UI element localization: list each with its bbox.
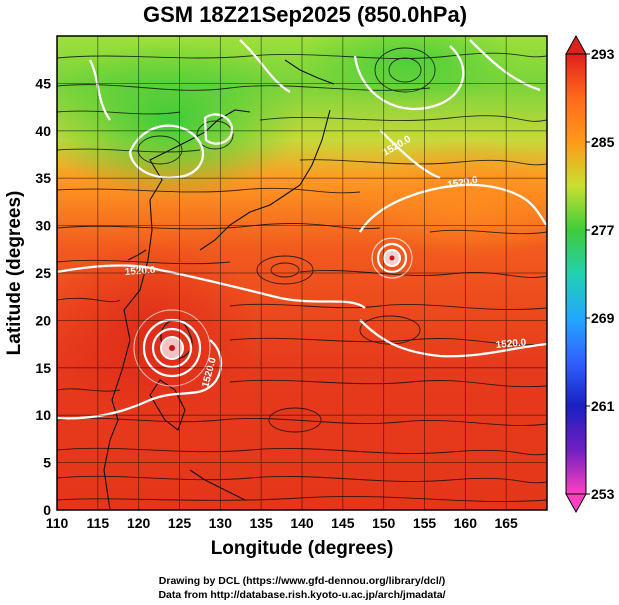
map-title: GSM 18Z21Sep2025 (850.0hPa) bbox=[143, 2, 467, 27]
y-tick-label: 40 bbox=[35, 123, 51, 139]
colorbar-tick-label: 253 bbox=[591, 486, 615, 502]
y-tick-label: 15 bbox=[35, 360, 51, 376]
contour-label: 1520.0 bbox=[447, 175, 479, 191]
x-axis-ticks: 110 115 120 125 130 135 140 145 150 155 160 165 bbox=[46, 515, 518, 531]
colorbar-tick-label: 261 bbox=[591, 398, 615, 414]
credit-drawing: Drawing by DCL (https://www.gfd-dennou.o… bbox=[159, 575, 445, 587]
cool-region-north bbox=[57, 40, 300, 200]
x-tick-label: 115 bbox=[87, 515, 110, 531]
warm-band bbox=[360, 140, 547, 260]
colorbar: 293 285 277 269 261 253 bbox=[565, 34, 615, 514]
y-tick-label: 30 bbox=[35, 218, 51, 234]
colorbar-tick-label: 269 bbox=[591, 310, 615, 326]
y-tick-label: 25 bbox=[35, 265, 51, 281]
contour-label: 1520.0 bbox=[495, 337, 527, 351]
y-axis-label: Latitude (degrees) bbox=[4, 191, 25, 356]
plot-area: 1520.0 1520.0 1520.0 1520.0 1520.0 bbox=[57, 36, 547, 510]
x-tick-label: 155 bbox=[413, 515, 437, 531]
grid-lines bbox=[57, 36, 547, 510]
colorbar-tick-label: 293 bbox=[591, 46, 615, 62]
y-axis-ticks: 0 5 10 15 20 25 30 35 40 45 bbox=[35, 75, 51, 518]
plot-frame bbox=[56, 35, 548, 511]
x-tick-label: 120 bbox=[127, 515, 151, 531]
y-tick-label: 20 bbox=[35, 312, 51, 328]
y-tick-label: 35 bbox=[35, 170, 51, 186]
colorbar-ticks: 293 285 277 269 261 253 bbox=[586, 46, 615, 502]
colorbar-tick-label: 285 bbox=[591, 134, 615, 150]
x-tick-label: 135 bbox=[249, 515, 273, 531]
x-tick-label: 165 bbox=[494, 515, 518, 531]
y-tick-label: 45 bbox=[35, 75, 51, 91]
height-contours bbox=[57, 39, 547, 420]
x-axis-label: Longitude (degrees) bbox=[211, 538, 394, 559]
x-tick-label: 130 bbox=[209, 515, 233, 531]
colorbar-tick-label: 277 bbox=[591, 222, 615, 238]
warm-core-west bbox=[57, 240, 260, 420]
x-tick-label: 150 bbox=[372, 515, 396, 531]
coastlines bbox=[103, 59, 335, 510]
x-tick-label: 125 bbox=[168, 515, 192, 531]
y-tick-label: 10 bbox=[35, 407, 51, 423]
credit-data: Data from http://database.rish.kyoto-u.a… bbox=[158, 589, 445, 601]
cyclone-east bbox=[371, 237, 413, 279]
y-tick-label: 0 bbox=[43, 502, 51, 518]
x-tick-label: 160 bbox=[454, 515, 478, 531]
x-tick-label: 110 bbox=[46, 515, 69, 531]
x-tick-label: 145 bbox=[331, 515, 355, 531]
contour-label: 1520.0 bbox=[124, 265, 156, 278]
x-tick-label: 140 bbox=[290, 515, 314, 531]
y-tick-label: 5 bbox=[43, 455, 51, 471]
